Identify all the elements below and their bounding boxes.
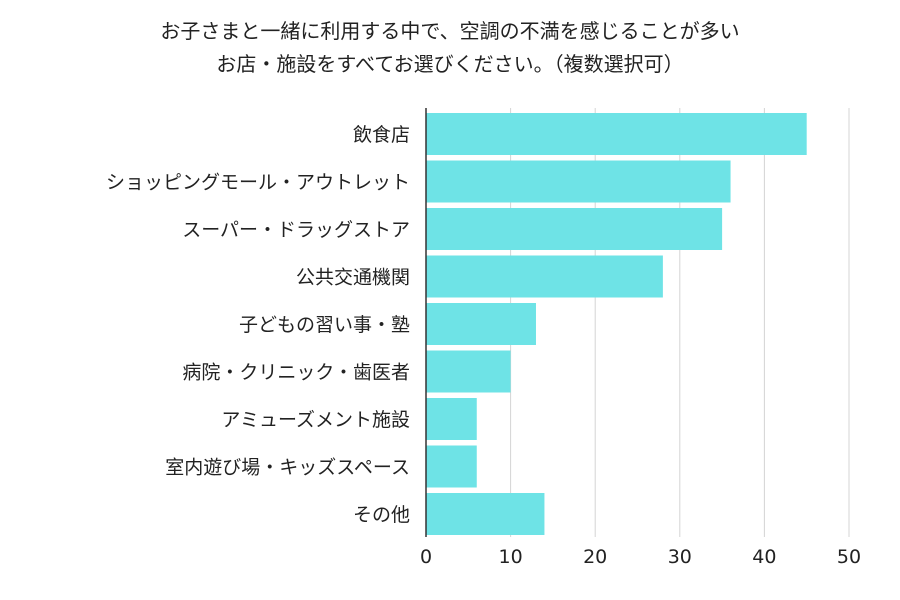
category-label: 飲食店 [353, 124, 410, 146]
bar-1 [426, 113, 807, 155]
bar-5 [426, 303, 536, 345]
bar-9 [426, 493, 545, 535]
x-tick-label: 10 [499, 546, 523, 568]
category-label: 子どもの習い事・塾 [239, 314, 410, 336]
chart-title-line-2: お店・施設をすべてお選びください。（複数選択可） [216, 52, 684, 76]
bar-8 [426, 445, 477, 488]
category-label: その他 [353, 504, 410, 526]
category-label: 公共交通機関 [296, 267, 410, 289]
bar-3 [426, 208, 723, 250]
category-label: スーパー・ドラッグストア [182, 219, 410, 241]
bar-4 [426, 255, 663, 298]
category-label: ショッピングモール・アウトレット [106, 172, 410, 194]
x-tick-label: 30 [668, 546, 692, 568]
x-tick-label: 0 [420, 546, 432, 568]
category-label: アミューズメント施設 [221, 409, 410, 431]
x-tick-label: 40 [752, 546, 776, 568]
chart-title-line-1: お子さまと一緒に利用する中で、空調の不満を感じることが多い [160, 19, 740, 43]
bar-7 [426, 398, 477, 440]
category-label: 室内遊び場・キッズスペース [165, 457, 410, 479]
x-tick-label: 20 [583, 546, 607, 568]
bar-2 [426, 160, 731, 203]
category-label: 病院・クリニック・歯医者 [182, 362, 410, 384]
x-tick-label: 50 [837, 546, 861, 568]
bar-6 [426, 350, 511, 393]
